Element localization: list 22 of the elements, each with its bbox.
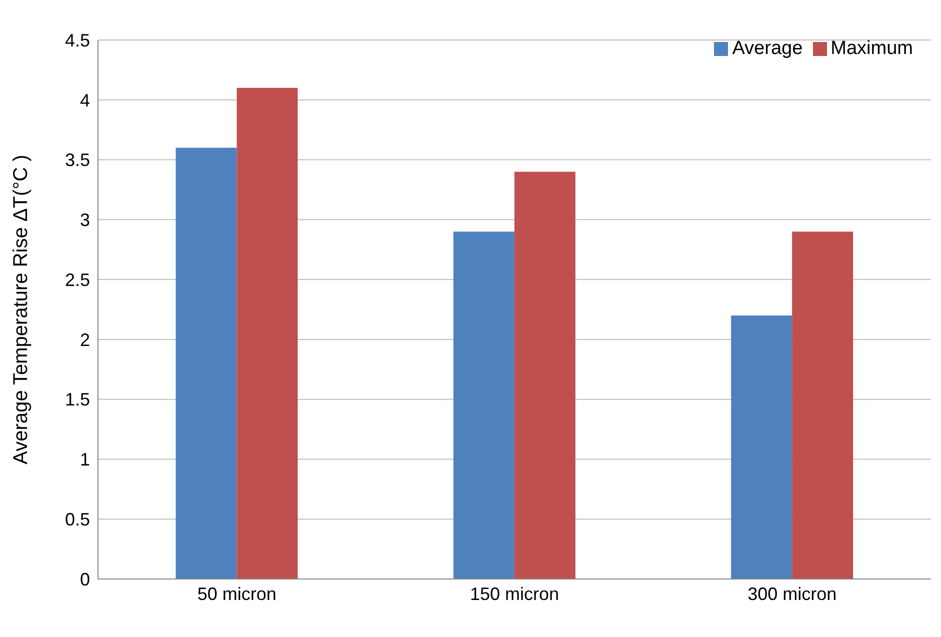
x-tick-label: 300 micron — [748, 584, 837, 604]
y-tick-label: 1.5 — [64, 390, 90, 410]
y-tick-label: 3.5 — [64, 150, 90, 170]
bar — [176, 148, 237, 579]
y-tick-label: 1 — [80, 450, 90, 470]
bar — [453, 232, 514, 579]
bar — [792, 232, 854, 579]
y-tick-label: 4 — [80, 90, 90, 110]
y-tick-label: 2.5 — [64, 270, 90, 290]
y-axis-title: Average Temperature Rise ΔT(°C ) — [10, 154, 32, 464]
y-tick-label: 0.5 — [64, 510, 90, 530]
bar — [731, 315, 792, 579]
x-tick-label: 50 micron — [197, 584, 276, 604]
bar — [236, 88, 298, 579]
y-tick-label: 4.5 — [64, 30, 90, 50]
bar — [514, 172, 576, 579]
y-tick-label: 2 — [80, 330, 90, 350]
x-tick-label: 150 micron — [470, 584, 560, 604]
y-tick-label: 3 — [80, 210, 90, 230]
legend-label: Average — [732, 38, 803, 59]
legend-label: Maximum — [830, 38, 913, 59]
y-tick-label: 0 — [80, 569, 90, 590]
